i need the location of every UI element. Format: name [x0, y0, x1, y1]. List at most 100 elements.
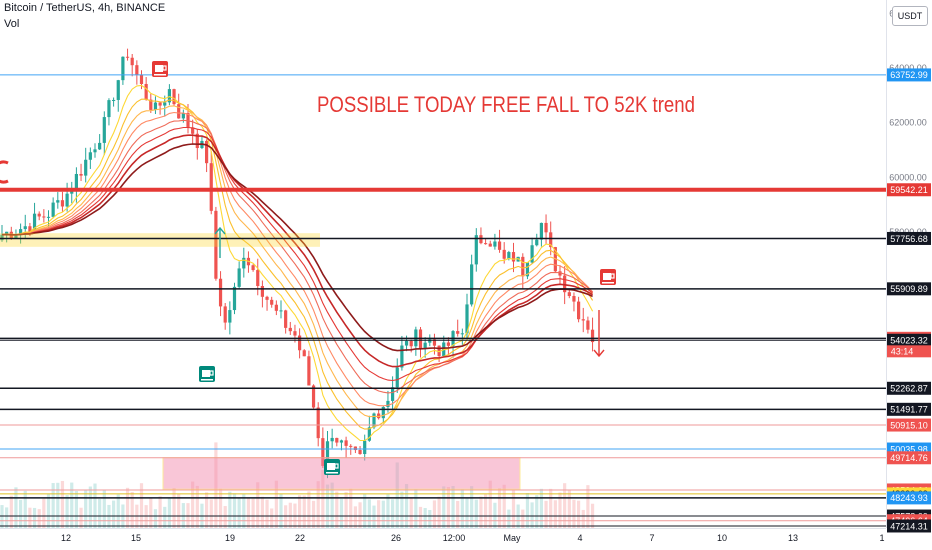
volume-bar — [42, 498, 46, 528]
candle-body — [525, 262, 530, 277]
volume-bar — [339, 498, 344, 528]
volume-bar — [98, 498, 102, 528]
volume-bar — [125, 487, 130, 528]
volume-bar — [432, 500, 437, 528]
candle-body — [181, 112, 185, 119]
volume-bar — [5, 507, 9, 528]
partial-letter-c — [0, 160, 9, 184]
price-tag-box — [887, 68, 931, 82]
candle-body — [293, 331, 297, 336]
candle-body — [88, 152, 92, 160]
volume-bar — [316, 481, 320, 528]
candle-body — [325, 441, 330, 466]
candle-body — [497, 241, 502, 250]
candle-body — [107, 100, 111, 118]
volume-bar — [260, 496, 264, 528]
volume-bar — [246, 498, 251, 528]
volume-bar — [307, 491, 311, 528]
volume-bar — [521, 509, 525, 528]
volume-bar — [428, 509, 432, 528]
y-tick-label: 64000.00 — [889, 63, 927, 73]
price-tag-text: 55909.89 — [890, 284, 928, 294]
candle-body — [367, 427, 371, 441]
volume-bar — [479, 496, 483, 528]
volume-bar — [51, 483, 55, 528]
candle-body — [167, 89, 171, 103]
candle-body — [581, 319, 585, 321]
volume-bar — [205, 492, 209, 528]
symbol-title[interactable]: Bitcoin / TetherUS, 4h, BINANCE — [4, 2, 166, 14]
volume-bar — [265, 499, 269, 528]
volume-bar — [442, 486, 446, 528]
candle-body — [98, 142, 102, 150]
candle-body — [474, 235, 478, 265]
x-tick-label: 15 — [131, 533, 141, 543]
candle-body — [0, 234, 4, 241]
cup-handle — [209, 370, 214, 376]
candle-body — [135, 65, 139, 75]
volume-bar — [558, 492, 562, 528]
candle-body — [288, 327, 292, 332]
candle-body — [460, 333, 464, 335]
price-axis — [886, 0, 932, 550]
candle-body — [484, 243, 488, 245]
candle-body — [125, 56, 130, 58]
candle-body — [539, 222, 543, 240]
volume-bar — [372, 505, 376, 528]
sell-arrow — [593, 310, 605, 358]
candle-body — [493, 241, 497, 247]
candle-body — [507, 252, 511, 259]
candle-body — [46, 216, 51, 218]
candle-body — [209, 163, 213, 211]
cup-handle — [334, 463, 339, 469]
x-tick-label: 13 — [788, 533, 798, 543]
volume-bar — [465, 498, 469, 528]
candle-body — [121, 56, 125, 81]
cup-handle — [610, 273, 615, 279]
candle-body — [437, 345, 441, 357]
volume-bar — [363, 494, 367, 528]
volume-indicator-label[interactable]: Vol — [4, 18, 20, 30]
volume-bar — [242, 494, 246, 528]
candle-body — [242, 257, 246, 269]
candle-body — [423, 342, 427, 349]
volume-bar — [409, 497, 413, 528]
candle-body — [177, 104, 181, 119]
candle-body — [316, 407, 320, 439]
candle-body — [223, 306, 227, 323]
volume-bar — [460, 489, 464, 528]
volume-bar — [288, 502, 292, 528]
volume-bar — [395, 462, 399, 528]
candle-body — [400, 345, 404, 368]
volume-bar — [195, 485, 199, 528]
currency-unit-badge[interactable]: USDT — [892, 6, 928, 26]
cup-saucer — [154, 74, 166, 76]
candle-body — [149, 99, 153, 110]
volume-bar — [567, 489, 571, 528]
cup-body — [327, 463, 335, 470]
price-tag-text: 48243.93 — [890, 493, 928, 503]
volume-bar — [353, 506, 357, 528]
volume-bar — [586, 485, 590, 528]
volume-bar — [56, 482, 60, 528]
volume-bar — [484, 494, 488, 528]
volume-bar — [497, 488, 502, 528]
candle-body — [465, 304, 469, 334]
ema-line — [1, 143, 593, 352]
candle-body — [446, 342, 450, 346]
volume-bar — [511, 490, 516, 528]
candle-body — [74, 173, 78, 191]
candle-body — [32, 213, 37, 232]
volume-bar — [386, 494, 390, 528]
ema-line — [1, 119, 593, 394]
ema-line — [1, 84, 594, 442]
volume-bar — [325, 484, 330, 528]
volume-bar — [32, 507, 37, 528]
candle-body — [502, 249, 506, 259]
price-tag-box — [887, 282, 931, 296]
candle-body — [307, 356, 311, 386]
volume-bar — [377, 500, 381, 528]
volume-bar — [298, 495, 302, 528]
candle-body — [470, 264, 474, 305]
